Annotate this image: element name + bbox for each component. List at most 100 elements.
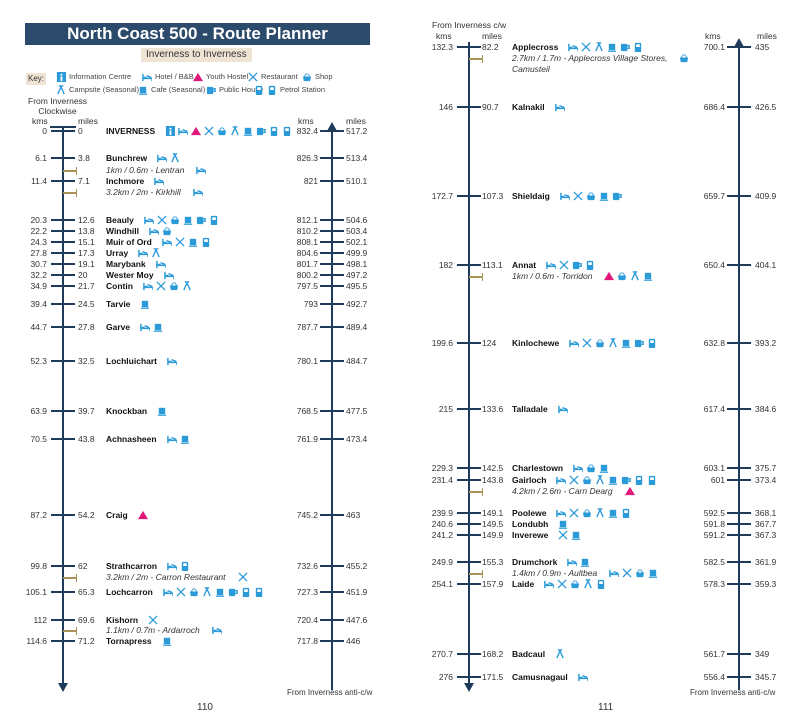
- petrol-station-icon: [634, 475, 644, 485]
- legend-item: Public House: [206, 84, 263, 95]
- page-number-text: 110: [197, 702, 213, 713]
- miles-clockwise: 133.6: [482, 404, 504, 414]
- km-clockwise: 276: [438, 672, 453, 682]
- miles-anticlockwise: 499.9: [346, 248, 368, 258]
- detour-marker: [63, 189, 77, 196]
- place-name: Drumchork: [512, 557, 558, 567]
- place-row: Charlestown: [512, 463, 609, 473]
- km-anticlockwise: 556.4: [703, 672, 725, 682]
- miles-anticlockwise: 503.4: [346, 226, 368, 236]
- tick-mark: [727, 676, 751, 678]
- miles-clockwise: 54.2: [78, 510, 95, 520]
- tick-mark: [320, 130, 344, 132]
- restaurant-icon: [582, 338, 592, 348]
- place-name: Craig: [106, 510, 128, 520]
- cafe-icon: [183, 215, 193, 225]
- miles-clockwise: 24.5: [78, 299, 95, 309]
- restaurant-icon: [156, 281, 166, 291]
- tick-mark: [727, 583, 751, 585]
- youth-hostel-icon: [624, 486, 635, 496]
- miles-header: miles: [346, 116, 366, 126]
- campsite-icon: [182, 281, 192, 291]
- place-row: Badcaul: [512, 649, 565, 659]
- shop-icon: [679, 53, 689, 63]
- miles-clockwise: 21.7: [78, 281, 95, 291]
- restaurant-icon: [559, 260, 569, 270]
- clockwise-axis: [468, 42, 470, 684]
- miles-clockwise: 17.3: [78, 248, 95, 258]
- place-row: Muir of Ord: [106, 237, 211, 247]
- hotel-icon: [166, 434, 177, 444]
- km-clockwise: 20.3: [30, 215, 47, 225]
- place-name: Shieldaig: [512, 191, 550, 201]
- km-clockwise: 132.3: [431, 42, 453, 52]
- place-row: Londubh: [512, 519, 568, 529]
- legend-item: Petrol Station: [254, 84, 325, 95]
- tick-mark: [457, 195, 481, 197]
- petrol-station-icon: [621, 508, 631, 518]
- km-clockwise: 0: [42, 126, 47, 136]
- km-anticlockwise: 780.1: [296, 356, 318, 366]
- detour-marker: [469, 570, 483, 577]
- cafe-icon: [643, 271, 653, 281]
- page-title: North Coast 500 - Route Planner: [25, 23, 370, 45]
- petrol-station-icon: [647, 475, 657, 485]
- miles-clockwise: 113.1: [482, 260, 503, 270]
- miles-clockwise: 107.3: [482, 191, 504, 201]
- place-row: Inverewe: [512, 530, 581, 540]
- public-house-icon: [621, 475, 632, 485]
- km-anticlockwise: 808.1: [296, 237, 318, 247]
- hotel-icon: [211, 625, 222, 635]
- hotel-icon: [569, 338, 580, 348]
- place-row: Bunchrew: [106, 153, 180, 163]
- shop-icon: [595, 338, 605, 348]
- tick-mark: [457, 534, 481, 536]
- cafe-icon: [157, 406, 167, 416]
- km-clockwise: 254.1: [431, 579, 453, 589]
- hotel-icon: [196, 165, 207, 175]
- tick-mark: [727, 523, 751, 525]
- hotel-icon: [144, 215, 154, 225]
- place-row: Contin: [106, 281, 192, 291]
- subtitle: Inverness to Inverness: [141, 48, 252, 62]
- cafe-icon: [571, 530, 581, 540]
- place-row: Applecross: [512, 42, 643, 52]
- km-anticlockwise: 761.9: [296, 434, 318, 444]
- tick-mark: [727, 46, 751, 48]
- hotel-icon: [138, 248, 149, 258]
- miles-clockwise: 3.8: [78, 153, 90, 163]
- tick-mark: [320, 619, 344, 621]
- hotel-icon: [557, 404, 568, 414]
- miles-anticlockwise: 497.2: [346, 270, 368, 280]
- petrol-station-icon: [633, 42, 643, 52]
- page-number: 110: [197, 702, 213, 714]
- tick-mark: [457, 342, 481, 344]
- tick-mark: [727, 561, 751, 563]
- tick-mark: [727, 342, 751, 344]
- tick-mark: [51, 438, 75, 440]
- place-name: Talladale: [512, 404, 548, 414]
- info-icon: [56, 71, 66, 82]
- miles-anticlockwise: 477.5: [346, 406, 368, 416]
- miles-anticlockwise: 447.6: [346, 615, 368, 625]
- place-row: Craig: [106, 510, 148, 520]
- campsite-icon: [202, 587, 212, 597]
- header-from: From Inverness c/w: [432, 20, 506, 30]
- place-name: Kishorn: [106, 615, 139, 625]
- miles-clockwise: 65.3: [78, 587, 95, 597]
- footer-anticlockwise-label: From Inverness anti-c/w: [287, 688, 372, 698]
- tick-mark: [51, 241, 75, 243]
- miles-clockwise: 155.3: [482, 557, 504, 567]
- km-clockwise: 229.3: [431, 463, 453, 473]
- miles-anticlockwise: 368.1: [755, 508, 777, 518]
- tick-mark: [457, 479, 481, 481]
- petrol-station-icon: [267, 85, 277, 95]
- km-anticlockwise: 591.8: [703, 519, 725, 529]
- legend-label: Campsite (Seasonal): [69, 85, 140, 94]
- km-anticlockwise: 591.2: [703, 530, 725, 540]
- miles-clockwise: 143.8: [482, 475, 504, 485]
- hotel-icon: [157, 153, 168, 163]
- place-row: Kinlochewe: [512, 338, 657, 348]
- place-name: Marybank: [106, 259, 146, 269]
- km-clockwise: 199.6: [431, 338, 453, 348]
